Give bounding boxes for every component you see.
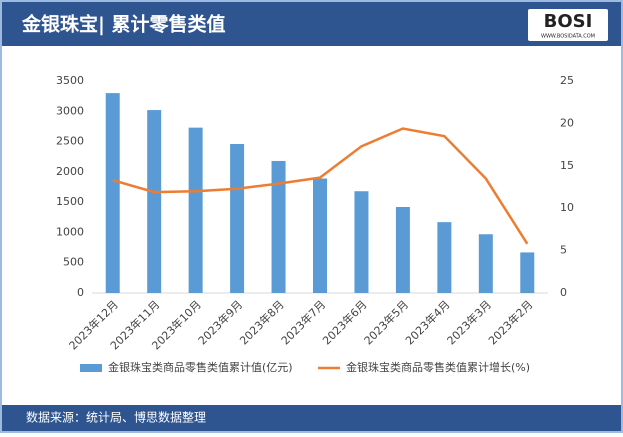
- logo: BOSI: [544, 11, 593, 32]
- y2-tick-label: 0: [560, 286, 567, 299]
- bar: [520, 252, 535, 293]
- source: 数据来源：统计局、博思数据整理: [26, 410, 206, 425]
- bar: [230, 143, 245, 293]
- bar: [105, 93, 120, 293]
- y-tick-label: 500: [63, 256, 84, 269]
- y2-tick-label: 10: [560, 201, 574, 214]
- footer-bar: [2, 405, 621, 431]
- y-tick-label: 3000: [56, 104, 84, 117]
- legend-swatch: [80, 364, 102, 372]
- bar: [147, 110, 162, 294]
- bar: [395, 206, 410, 293]
- bar: [437, 222, 452, 293]
- bar: [478, 234, 493, 293]
- line: [112, 127, 529, 245]
- bar: [271, 160, 286, 293]
- y-tick-label: 1000: [56, 225, 84, 238]
- bar: [354, 191, 369, 293]
- y-tick-label: 3500: [56, 74, 84, 87]
- logo-box: [528, 9, 608, 41]
- bar: [188, 127, 203, 293]
- y-tick-label: 0: [77, 286, 84, 299]
- y2-tick-label: 15: [560, 159, 574, 172]
- y2-tick-label: 5: [560, 244, 567, 257]
- legend-label: 金银珠宝类商品零售类值累计增长(%): [346, 360, 530, 374]
- y2-tick-label: 25: [560, 74, 574, 87]
- header-bar: [2, 2, 621, 46]
- logo-url: WWW.BOSIDATA.COM: [541, 34, 595, 40]
- legend-label: 金银珠宝类商品零售类值累计值(亿元): [108, 360, 293, 374]
- bar: [313, 178, 327, 293]
- y-tick-label: 1500: [56, 195, 84, 208]
- y2-tick-label: 20: [560, 116, 574, 129]
- y-tick-label: 2500: [56, 135, 84, 148]
- chart-title: 金银珠宝| 累计零售类值: [21, 13, 226, 36]
- y-tick-label: 2000: [56, 165, 84, 178]
